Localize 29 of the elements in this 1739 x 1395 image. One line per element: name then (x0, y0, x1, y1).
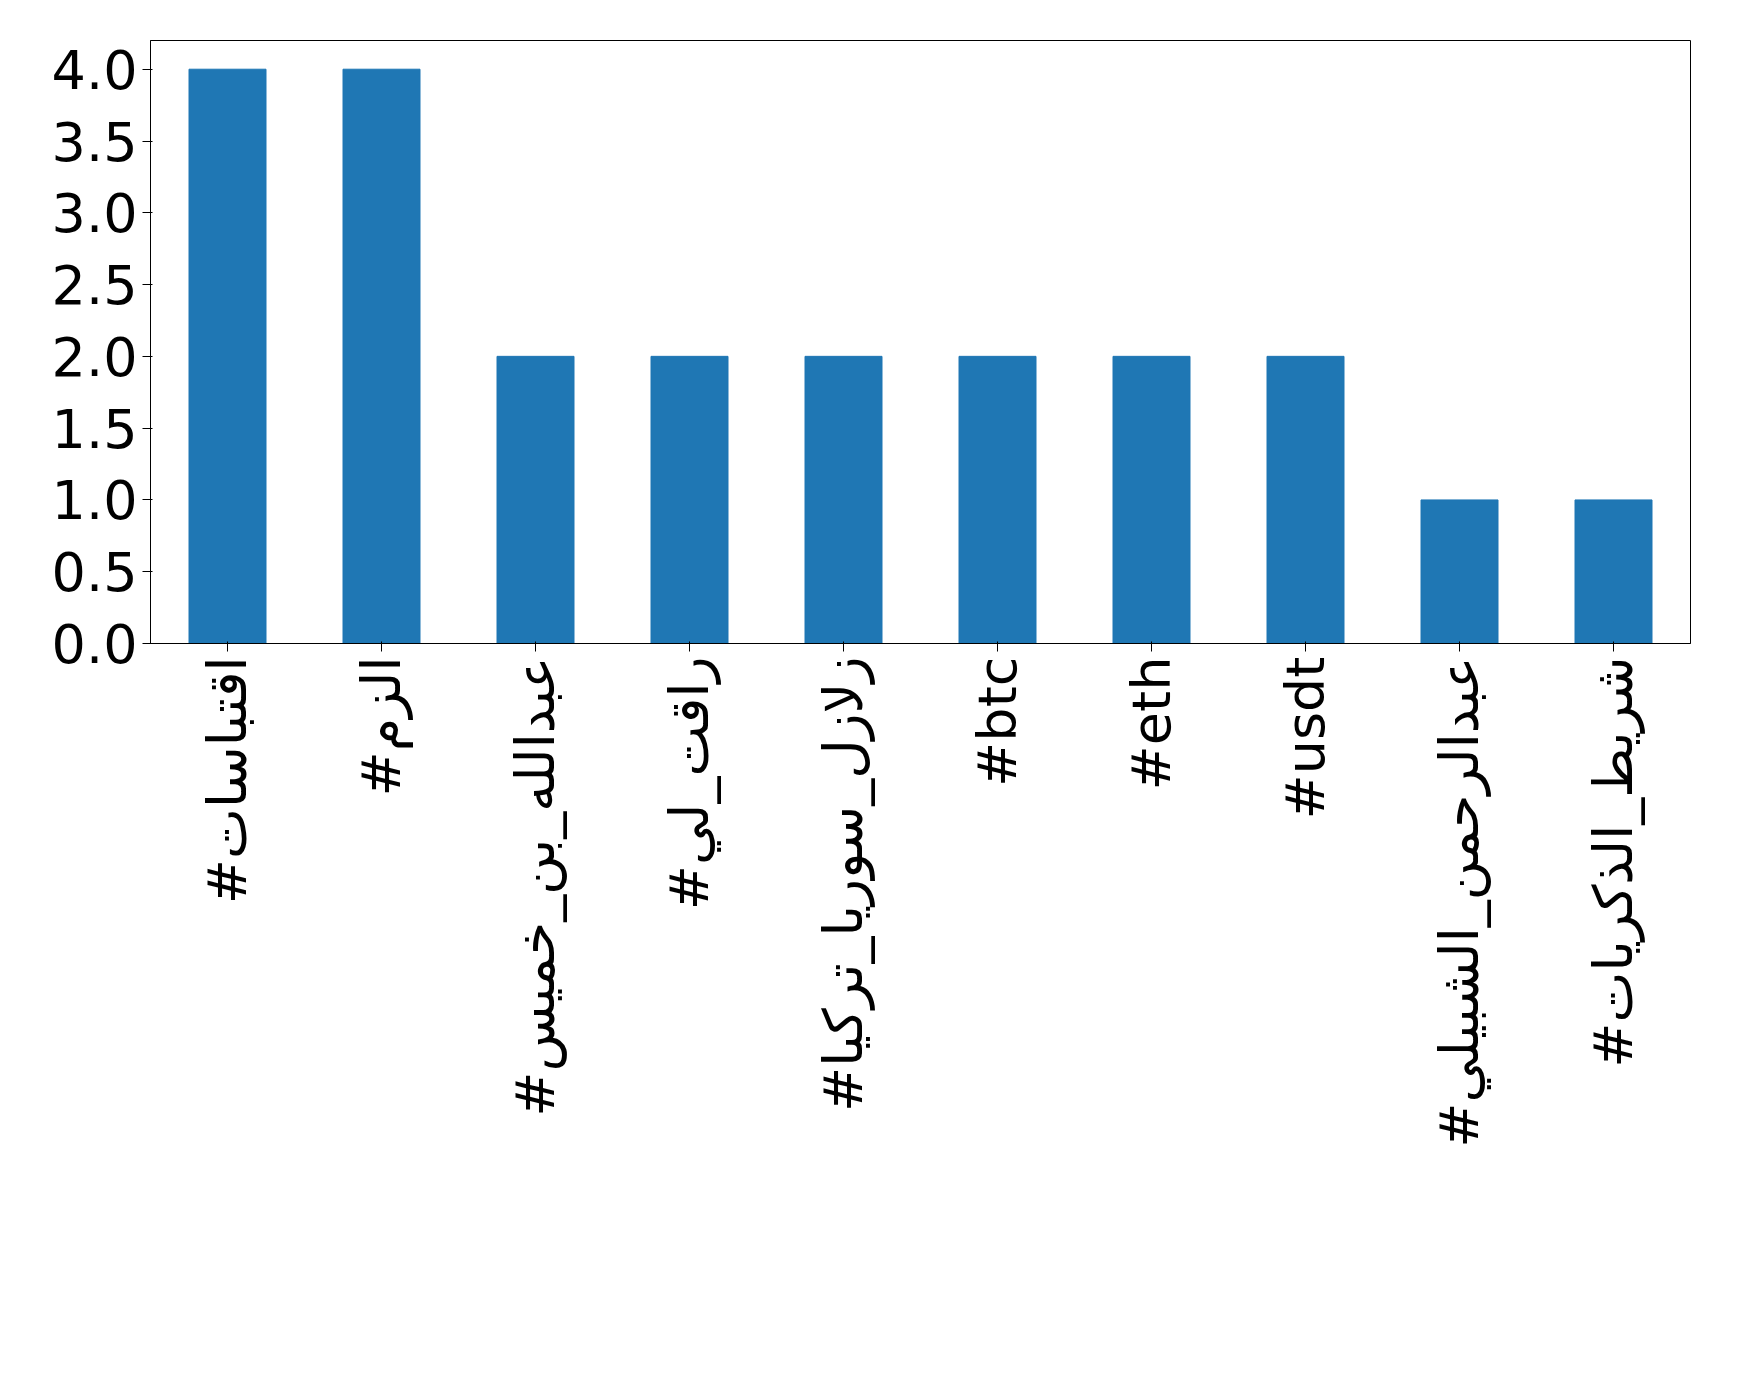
x-tick-label: #راقت_لي (658, 656, 721, 911)
bar (342, 68, 421, 644)
bar (650, 355, 729, 644)
x-tick-label: #اقتباسات (196, 656, 259, 905)
bar (1266, 355, 1345, 644)
bar (188, 68, 267, 644)
x-tick-label: #eth (1120, 656, 1183, 791)
y-tick-label: 1.5 (51, 397, 138, 461)
y-tick-label: 4.0 (51, 38, 138, 102)
x-tick-label: #شريط_الذكريات (1582, 656, 1645, 1068)
bar (1420, 499, 1499, 644)
y-tick-label: 3.5 (51, 110, 138, 174)
y-tick-label: 2.5 (51, 254, 138, 318)
x-tick-label: #عبدالله_بن_خميس (504, 656, 567, 1117)
y-tick-label: 0.5 (51, 541, 138, 605)
bar (958, 355, 1037, 644)
bar (1574, 499, 1653, 644)
x-tick-label: #زلازل_سوريا_تركيا (812, 656, 875, 1112)
x-tick-label: #الزم (350, 656, 413, 797)
bar (804, 355, 883, 644)
bar (496, 355, 575, 644)
y-tick-label: 2.0 (51, 325, 138, 389)
x-tick-label: #btc (966, 656, 1029, 787)
y-tick-label: 3.0 (51, 182, 138, 246)
y-tick-label: 0.0 (51, 613, 138, 676)
y-tick-label: 1.0 (51, 469, 138, 533)
x-tick-label: #usdt (1274, 656, 1337, 820)
x-tick-label: #عبدالرحمن_الشبيلي (1428, 656, 1491, 1148)
bar (1112, 355, 1191, 644)
